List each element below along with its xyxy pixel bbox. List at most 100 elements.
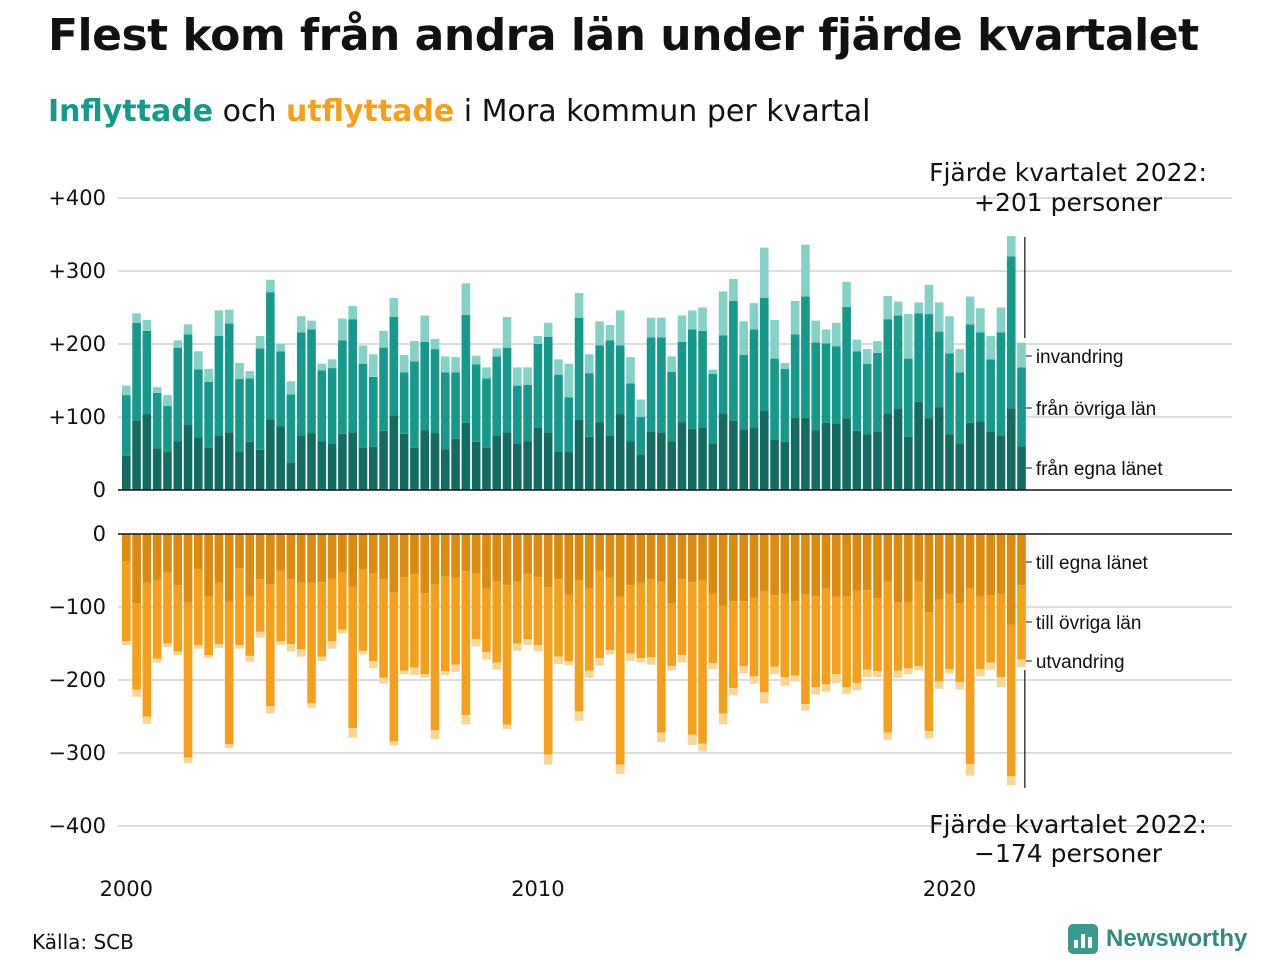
inflow-bar-other-counties bbox=[955, 372, 965, 445]
inflow-bar-other-counties bbox=[914, 313, 923, 402]
inflow-bar-immigration bbox=[667, 356, 676, 372]
inflow-bar-other-counties bbox=[255, 348, 265, 450]
outflow-bar-own-county bbox=[235, 534, 244, 569]
inflow-bar-own-county bbox=[873, 431, 882, 490]
inflow-bar-own-county bbox=[986, 431, 995, 490]
inflow-bar-own-county bbox=[646, 431, 656, 490]
outflow-bar-emigration bbox=[986, 662, 995, 670]
inflow-y-tick-label: +300 bbox=[48, 259, 106, 283]
inflow-bar-immigration bbox=[636, 399, 646, 417]
source-note: Källa: SCB bbox=[32, 930, 134, 954]
inflow-bar-own-county bbox=[924, 418, 934, 490]
outflow-bar-other-counties bbox=[862, 590, 872, 670]
inflow-bar-other-counties bbox=[492, 356, 502, 436]
inflow-bar-other-counties bbox=[235, 379, 244, 452]
inflow-bar-other-counties bbox=[358, 363, 368, 448]
outflow-bar-own-county bbox=[801, 534, 810, 595]
bar-chart-icon bbox=[1068, 924, 1098, 954]
outflow-bar-emigration bbox=[698, 743, 707, 752]
inflow-bar-own-county bbox=[811, 430, 821, 490]
outflow-bar-emigration bbox=[440, 671, 450, 675]
inflow-bar-immigration bbox=[296, 316, 306, 333]
inflow-bar-immigration bbox=[451, 357, 460, 373]
inflow-bar-immigration bbox=[513, 367, 522, 386]
outflow-bar-own-county bbox=[358, 534, 368, 570]
inflow-bar-other-counties bbox=[1017, 367, 1026, 447]
inflow-bar-own-county bbox=[718, 413, 728, 490]
inflow-bar-other-counties bbox=[698, 330, 707, 428]
inflow-bar-other-counties bbox=[204, 381, 213, 448]
inflow-bar-own-county bbox=[410, 447, 419, 490]
outflow-bar-emigration bbox=[471, 639, 481, 647]
inflow-bar-own-county bbox=[245, 441, 255, 490]
inflow-bar-immigration bbox=[399, 354, 409, 373]
outflow-bar-emigration bbox=[286, 644, 296, 652]
outflow-bar-other-counties bbox=[677, 579, 687, 656]
outflow-bar-emigration bbox=[1017, 659, 1026, 667]
outflow-bar-emigration bbox=[142, 716, 152, 724]
inflow-bar-immigration bbox=[976, 308, 985, 333]
outflow-bar-emigration bbox=[492, 662, 502, 670]
outflow-bar-other-counties bbox=[821, 588, 831, 685]
outflow-bar-emigration bbox=[266, 706, 275, 714]
inflow-bar-own-county bbox=[399, 433, 409, 490]
outflow-bar-emigration bbox=[255, 631, 265, 638]
inflow-bar-own-county bbox=[883, 413, 893, 490]
outflow-bar-own-county bbox=[482, 534, 491, 589]
outflow-bar-emigration bbox=[739, 666, 748, 674]
inflow-bar-own-county bbox=[564, 452, 574, 490]
outflow-bar-own-county bbox=[317, 534, 327, 583]
inflow-bar-other-counties bbox=[790, 334, 800, 418]
outflow-bar-emigration bbox=[770, 666, 779, 675]
outflow-bar-other-counties bbox=[955, 603, 965, 683]
outflow-bar-emigration bbox=[317, 656, 327, 662]
inflow-bar-immigration bbox=[183, 324, 193, 335]
inflow-bar-own-county bbox=[523, 441, 532, 490]
outflow-bar-own-county bbox=[1017, 534, 1026, 586]
inflow-bar-own-county bbox=[142, 414, 152, 490]
inflow-bar-immigration bbox=[379, 330, 388, 348]
outflow-bar-emigration bbox=[461, 715, 471, 725]
inflow-bar-own-county bbox=[759, 410, 769, 490]
outflow-bar-own-county bbox=[307, 534, 316, 583]
inflow-bar-other-counties bbox=[832, 346, 841, 424]
outflow-bar-own-county bbox=[214, 534, 224, 583]
inflow-bar-own-county bbox=[276, 426, 285, 490]
inflow-bar-immigration bbox=[749, 303, 759, 330]
outflow-bar-emigration bbox=[873, 671, 882, 678]
inflow-bar-immigration bbox=[811, 320, 821, 343]
outflow-bar-other-counties bbox=[451, 577, 460, 665]
outflow-bar-other-counties bbox=[934, 599, 944, 682]
outflow-bar-own-county bbox=[348, 534, 357, 587]
chart-subtitle: Inflyttade och utflyttade i Mora kommun … bbox=[48, 94, 871, 129]
outflow-bar-emigration bbox=[821, 684, 831, 692]
outflow-bar-own-county bbox=[266, 534, 275, 585]
inflow-bar-own-county bbox=[379, 430, 388, 490]
inflow-bar-other-counties bbox=[770, 358, 779, 440]
inflow-bar-other-counties bbox=[533, 344, 543, 428]
outflow-bar-other-counties bbox=[965, 588, 975, 764]
inflow-bar-immigration bbox=[214, 310, 224, 336]
newsworthy-logo: Newsworthy bbox=[1068, 924, 1247, 954]
inflow-bar-other-counties bbox=[945, 353, 954, 435]
outflow-bar-own-county bbox=[965, 534, 975, 589]
outflow-bar-emigration bbox=[276, 641, 285, 645]
inflow-bar-other-counties bbox=[276, 351, 285, 427]
outflow-bar-other-counties bbox=[914, 581, 923, 667]
inflow-bar-own-county bbox=[914, 401, 923, 490]
inflow-bar-immigration bbox=[934, 302, 944, 332]
outflow-bar-emigration bbox=[924, 731, 934, 739]
outflow-bar-other-counties bbox=[266, 584, 275, 707]
inflow-bar-other-counties bbox=[564, 397, 574, 453]
outflow-bar-other-counties bbox=[163, 571, 172, 644]
outflow-bar-emigration bbox=[163, 643, 172, 648]
outflow-bar-own-county bbox=[379, 534, 388, 580]
inflow-bar-immigration bbox=[883, 295, 893, 320]
outflow-bar-own-county bbox=[883, 534, 893, 582]
inflow-bar-own-county bbox=[389, 415, 399, 490]
inflow-bar-immigration bbox=[338, 318, 347, 341]
inflow-bar-other-counties bbox=[893, 315, 903, 409]
outflow-bar-emigration bbox=[296, 649, 306, 657]
outflow-bar-other-counties bbox=[657, 581, 666, 733]
inflow-bar-other-counties bbox=[420, 341, 430, 431]
